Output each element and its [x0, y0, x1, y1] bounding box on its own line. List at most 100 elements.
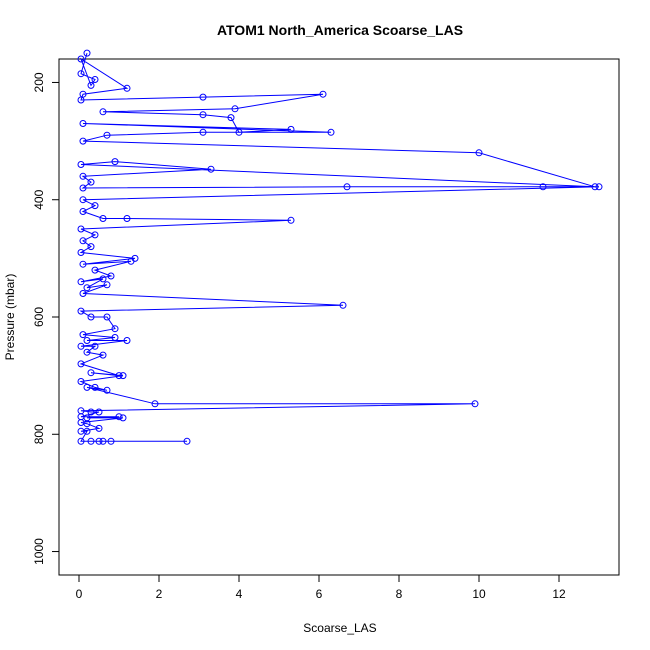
- data-point: [339, 301, 347, 309]
- data-point: [91, 383, 99, 391]
- data-point: [79, 260, 87, 268]
- data-point: [183, 437, 191, 445]
- data-point: [77, 378, 85, 385]
- data-point: [83, 284, 91, 292]
- x-tick-label: 0: [76, 587, 83, 601]
- data-point: [151, 400, 159, 408]
- data-point: [111, 158, 119, 166]
- data-point: [99, 275, 107, 283]
- data-point: [591, 183, 599, 191]
- data-point: [77, 360, 85, 368]
- data-point: [123, 215, 131, 222]
- data-point: [77, 307, 85, 315]
- data-point: [123, 337, 131, 344]
- data-point: [475, 149, 483, 157]
- data-point: [107, 272, 115, 280]
- data-point: [595, 183, 603, 191]
- data-point: [79, 137, 87, 145]
- data-point: [95, 408, 103, 416]
- x-tick-label: 2: [156, 587, 163, 601]
- data-point: [77, 249, 85, 256]
- data-point: [471, 400, 479, 408]
- data-point: [79, 120, 87, 127]
- data-point: [207, 165, 215, 173]
- data-point: [115, 372, 123, 380]
- data-point: [103, 281, 111, 289]
- data-point: [199, 93, 207, 101]
- data-point: [91, 76, 99, 83]
- data-point: [87, 81, 95, 89]
- data-point: [87, 408, 95, 416]
- x-tick-label: 12: [552, 587, 566, 601]
- data-point: [235, 128, 243, 136]
- data-point: [77, 70, 85, 78]
- y-tick-label: 400: [32, 189, 46, 209]
- data-point: [79, 331, 87, 339]
- series-line: [79, 52, 600, 442]
- y-axis: 200 400 600 800 1000: [32, 72, 60, 565]
- data-point: [87, 437, 95, 445]
- data-point: [77, 437, 85, 445]
- data-point: [319, 90, 327, 98]
- data-point: [95, 437, 103, 445]
- data-point: [227, 114, 235, 122]
- y-tick-label: 200: [32, 72, 46, 92]
- data-point: [287, 216, 295, 224]
- data-point: [119, 372, 127, 380]
- data-point: [103, 131, 111, 139]
- y-tick-label: 1000: [32, 538, 46, 565]
- data-point: [231, 105, 239, 113]
- data-point: [99, 215, 107, 222]
- chart-title: ATOM1 North_America Scoarse_LAS: [217, 22, 463, 38]
- data-point: [79, 196, 87, 204]
- data-point: [91, 231, 99, 239]
- data-point: [199, 128, 207, 136]
- data-point: [87, 178, 95, 186]
- x-tick-label: 6: [316, 587, 323, 601]
- data-point: [77, 225, 85, 233]
- data-point: [103, 313, 111, 321]
- x-axis: 0 2 4 6 8 10 12: [76, 574, 566, 601]
- data-point: [199, 111, 207, 119]
- data-point: [99, 108, 107, 116]
- data-point: [83, 348, 91, 356]
- data-point: [87, 313, 95, 321]
- series-layer: [77, 49, 603, 445]
- x-tick-label: 10: [472, 587, 486, 601]
- y-axis-label: Pressure (mbar): [3, 274, 17, 361]
- data-point: [107, 437, 115, 445]
- data-point: [327, 128, 335, 136]
- data-point: [83, 420, 91, 428]
- data-point: [95, 424, 103, 432]
- x-axis-label: Scoarse_LAS: [303, 621, 376, 635]
- data-point: [127, 257, 135, 265]
- data-point: [539, 183, 547, 191]
- data-point: [77, 161, 85, 168]
- data-point: [99, 437, 107, 445]
- data-point: [91, 266, 99, 274]
- data-point: [83, 337, 91, 344]
- y-tick-label: 600: [32, 307, 46, 327]
- data-point: [343, 183, 351, 191]
- data-point: [79, 184, 87, 192]
- data-point: [83, 49, 91, 57]
- data-point: [111, 334, 119, 341]
- data-point: [123, 84, 131, 92]
- data-point: [77, 342, 85, 350]
- data-point: [77, 278, 85, 286]
- data-point: [77, 96, 85, 104]
- data-point: [99, 351, 107, 359]
- data-point: [119, 414, 127, 422]
- x-tick-label: 4: [236, 587, 243, 601]
- y-tick-label: 800: [32, 424, 46, 444]
- data-point: [103, 386, 111, 394]
- data-point: [287, 125, 295, 133]
- data-point: [87, 369, 95, 377]
- data-point: [91, 202, 99, 210]
- data-point: [91, 342, 99, 350]
- plot-area-frame: [58, 58, 620, 576]
- data-point: [79, 172, 87, 180]
- data-point: [79, 290, 87, 297]
- x-tick-label: 8: [396, 587, 403, 601]
